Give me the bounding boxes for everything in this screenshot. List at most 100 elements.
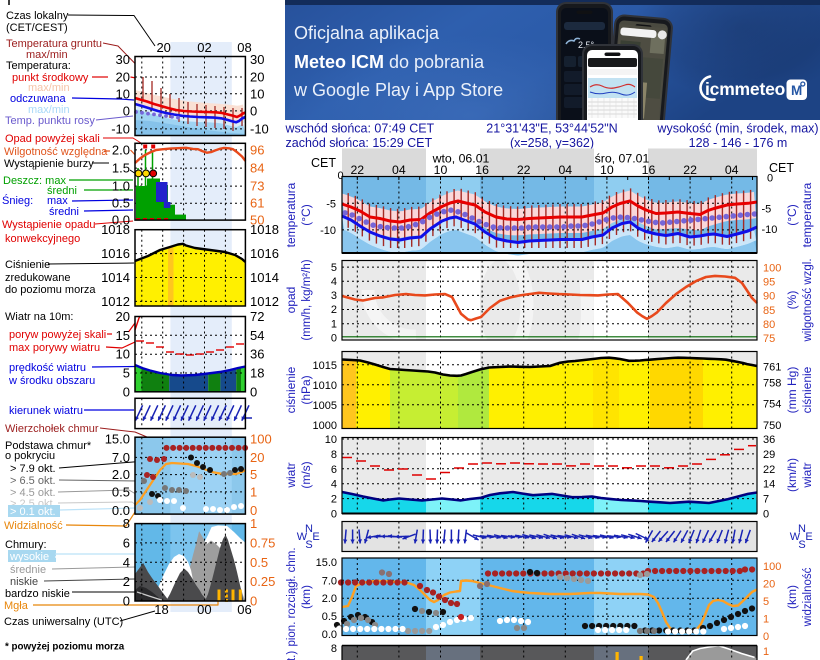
svg-text:o pokryciu: o pokryciu <box>5 450 55 462</box>
svg-text:S: S <box>798 539 805 551</box>
svg-text:0.5: 0.5 <box>112 484 130 499</box>
svg-text:0: 0 <box>331 509 337 521</box>
svg-text:00: 00 <box>197 602 211 617</box>
svg-text:niskie: niskie <box>10 576 38 588</box>
svg-text:max porywy wiatru: max porywy wiatru <box>9 342 100 354</box>
svg-text:22: 22 <box>763 464 775 476</box>
svg-text:18: 18 <box>154 602 168 617</box>
svg-text:odczuwana: odczuwana <box>10 93 67 105</box>
svg-text:1016: 1016 <box>250 246 279 261</box>
svg-text:średnie: średnie <box>10 564 46 576</box>
svg-text:pokrycie (okt.): pokrycie (okt.) <box>286 651 298 660</box>
svg-text:20: 20 <box>156 40 170 55</box>
svg-text:wilgotność wzgl.: wilgotność wzgl. <box>802 258 814 342</box>
svg-text:1.5: 1.5 <box>112 161 130 176</box>
svg-text:wto, 06.01: wto, 06.01 <box>432 152 490 166</box>
svg-text:Podstawa chmur*: Podstawa chmur* <box>5 440 92 452</box>
svg-text:max: max <box>47 195 68 207</box>
svg-text:3: 3 <box>331 290 337 302</box>
svg-text:22: 22 <box>683 163 697 177</box>
svg-text:04: 04 <box>392 163 406 177</box>
svg-text:90: 90 <box>763 291 775 303</box>
svg-text:36: 36 <box>250 347 264 362</box>
svg-text:4: 4 <box>331 479 337 491</box>
svg-text:10: 10 <box>116 347 130 362</box>
svg-text:(m/s): (m/s) <box>299 461 313 488</box>
svg-text:2: 2 <box>331 494 337 506</box>
svg-text:0: 0 <box>767 173 773 185</box>
svg-text:kierunek wiatru: kierunek wiatru <box>9 405 83 417</box>
svg-text:-10: -10 <box>762 224 778 236</box>
svg-text:20: 20 <box>250 450 264 465</box>
svg-text:5: 5 <box>123 366 130 381</box>
svg-text:W: W <box>297 531 308 543</box>
svg-text:średni: średni <box>49 206 79 218</box>
svg-text:5: 5 <box>250 467 257 482</box>
svg-text:ciśnienie: ciśnienie <box>800 366 814 413</box>
svg-text:pion. rozciągł. chm.: pion. rozciągł. chm. <box>286 547 298 646</box>
svg-text:> 6.5 okt.: > 6.5 okt. <box>10 475 56 487</box>
svg-text:(km): (km) <box>299 585 313 609</box>
svg-text:N: N <box>798 523 806 535</box>
svg-text:(mm Hg): (mm Hg) <box>785 367 799 414</box>
svg-text:0: 0 <box>250 503 257 518</box>
svg-text:Czas uniwersalny (UTC): Czas uniwersalny (UTC) <box>4 616 123 628</box>
svg-text:(km/h): (km/h) <box>785 458 799 492</box>
svg-text:10: 10 <box>434 163 448 177</box>
svg-text:8: 8 <box>331 643 337 655</box>
svg-text:W: W <box>790 531 801 543</box>
svg-text:1010: 1010 <box>313 380 337 392</box>
svg-text:2: 2 <box>331 304 337 316</box>
svg-text:Widzialność: Widzialność <box>4 520 63 532</box>
svg-text:ciśnienie: ciśnienie <box>284 366 298 413</box>
svg-text:Temp. punktu rosy: Temp. punktu rosy <box>5 115 95 127</box>
svg-text:(%): (%) <box>785 291 799 310</box>
svg-text:CET: CET <box>311 156 336 170</box>
svg-text:20: 20 <box>250 70 264 85</box>
svg-text:punkt środkowy: punkt środkowy <box>12 72 89 84</box>
svg-text:20: 20 <box>116 70 130 85</box>
svg-text:Opad powyżej skali: Opad powyżej skali <box>5 133 100 145</box>
svg-text:(°C): (°C) <box>299 204 313 225</box>
svg-text:72: 72 <box>250 309 264 324</box>
svg-text:Śnieg:: Śnieg: <box>2 194 33 207</box>
svg-text:0.0: 0.0 <box>112 213 130 228</box>
svg-text:* powyżej poziomu morza: * powyżej poziomu morza <box>5 642 125 653</box>
svg-text:(CET/CEST): (CET/CEST) <box>6 22 68 34</box>
svg-text:750: 750 <box>763 420 781 432</box>
svg-text:S: S <box>305 539 312 551</box>
svg-text:10: 10 <box>325 434 337 446</box>
svg-text:61: 61 <box>250 196 264 211</box>
svg-text:M: M <box>791 83 802 98</box>
svg-text:E: E <box>805 531 812 543</box>
svg-text:1012: 1012 <box>101 294 130 309</box>
svg-text:Czas lokalny: Czas lokalny <box>6 10 69 22</box>
svg-text:1: 1 <box>763 614 769 626</box>
svg-text:95: 95 <box>763 277 775 289</box>
svg-text:100: 100 <box>763 561 781 573</box>
svg-text:Mgła: Mgła <box>4 600 29 612</box>
svg-text:02: 02 <box>197 40 211 55</box>
svg-text:(x=258, y=362): (x=258, y=362) <box>510 136 594 150</box>
svg-text:0: 0 <box>250 103 257 118</box>
svg-text:1016: 1016 <box>101 246 130 261</box>
svg-text:N: N <box>305 523 313 535</box>
svg-text:0.5: 0.5 <box>250 555 268 570</box>
svg-text:0: 0 <box>123 384 130 399</box>
svg-text:1000: 1000 <box>313 420 337 432</box>
svg-text:128 - 146 - 176 m: 128 - 146 - 176 m <box>689 136 788 150</box>
svg-text:06: 06 <box>237 602 251 617</box>
svg-text:10: 10 <box>600 163 614 177</box>
svg-text:8: 8 <box>331 449 337 461</box>
svg-text:73: 73 <box>250 179 264 194</box>
svg-text:14: 14 <box>763 479 775 491</box>
svg-text:Chmury:: Chmury: <box>5 539 47 551</box>
svg-text:-5: -5 <box>762 204 772 216</box>
svg-text:0: 0 <box>763 509 769 521</box>
svg-text:bardzo niskie: bardzo niskie <box>5 588 70 600</box>
svg-text:wschód słońca: 07:49 CET: wschód słońca: 07:49 CET <box>285 122 435 136</box>
svg-text:1015: 1015 <box>313 360 337 372</box>
svg-text:85: 85 <box>763 305 775 317</box>
svg-text:Oficjalna aplikacja: Oficjalna aplikacja <box>294 23 440 43</box>
svg-text:16: 16 <box>475 163 489 177</box>
